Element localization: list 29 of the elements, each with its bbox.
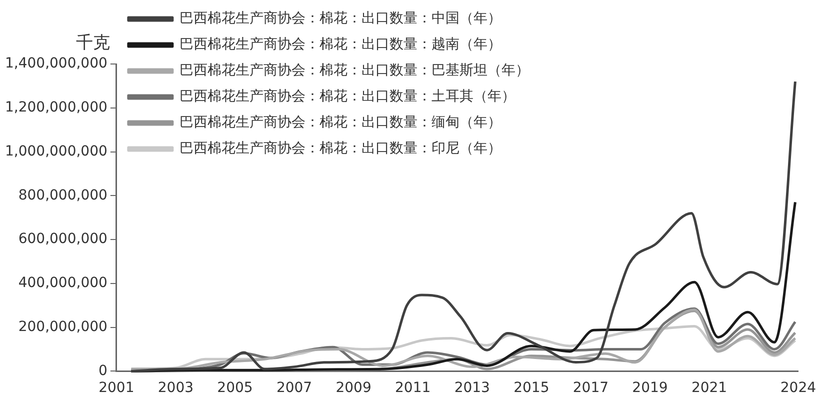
x-tick-label: 2024 xyxy=(780,380,816,396)
line-series xyxy=(130,200,796,372)
x-tick-label: 2011 xyxy=(395,380,431,396)
x-tick-label: 2003 xyxy=(158,380,194,396)
y-tick-label: 1,200,000,000 xyxy=(4,100,108,116)
y-tick-label: 800,000,000 xyxy=(18,187,108,204)
x-tick-label: 2001 xyxy=(98,380,134,396)
legend-label: 巴西棉花生产商协会：棉花：出口数量：巴基斯坦（年） xyxy=(179,62,530,79)
x-tick-label: 2013 xyxy=(454,380,490,396)
y-axis-title: 千克 xyxy=(76,32,110,53)
x-tick-label: 2017 xyxy=(572,380,609,396)
y-tick-label: 0 xyxy=(98,362,108,379)
y-tick-label: 1,000,000,000 xyxy=(4,143,108,160)
y-tick-label: 200,000,000 xyxy=(18,318,108,335)
x-tick-label: 2019 xyxy=(632,380,668,396)
legend-label: 巴西棉花生产商协会：棉花：出口数量：缅甸（年） xyxy=(179,114,502,131)
y-tick-label: 1,400,000,000 xyxy=(4,56,108,72)
legend-label: 巴西棉花生产商协会：棉花：出口数量：越南（年） xyxy=(179,36,502,53)
x-tick-label: 2005 xyxy=(217,380,253,396)
legend-label: 巴西棉花生产商协会：棉花：出口数量：中国（年） xyxy=(179,10,502,27)
x-tick-label: 2007 xyxy=(276,380,312,396)
y-tick-label: 400,000,000 xyxy=(18,275,108,292)
x-tick-label: 2009 xyxy=(336,380,372,396)
legend-label: 巴西棉花生产商协会：棉花：出口数量：土耳其（年） xyxy=(179,88,516,105)
y-tick-label: 600,000,000 xyxy=(18,231,108,248)
x-tick-label: 2015 xyxy=(514,380,550,396)
x-tick-label: 2021 xyxy=(691,380,728,396)
legend-label: 巴西棉花生产商协会：棉花：出口数量：印尼（年） xyxy=(179,140,502,157)
line-series xyxy=(130,80,796,372)
